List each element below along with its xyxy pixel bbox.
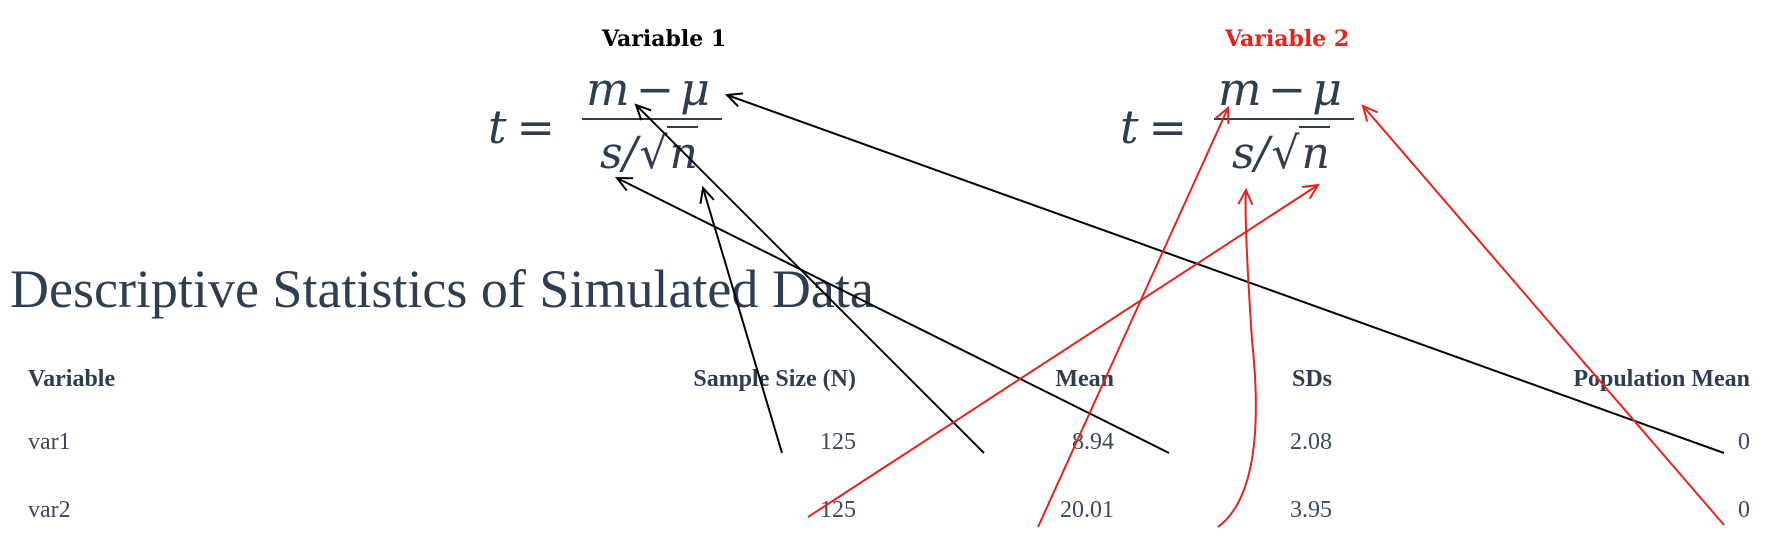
header-sds: SDs	[1291, 365, 1332, 392]
cell-population-mean: 0	[1738, 496, 1750, 523]
page-title: Descriptive Statistics of Simulated Data	[10, 259, 874, 319]
cell-variable: var1	[28, 428, 71, 455]
formula-numerator: m − μ	[1218, 62, 1342, 116]
cell-variable: var2	[28, 496, 71, 523]
variable-1-label: Variable 1	[602, 26, 727, 52]
cell-mean: 8.94	[1072, 428, 1114, 455]
fraction-bar	[1214, 118, 1354, 120]
table-header-row: Variable Sample Size (N) Mean SDs Popula…	[14, 350, 1764, 408]
header-mean: Mean	[1055, 365, 1114, 392]
fraction-bar	[582, 118, 722, 120]
arrowhead	[1237, 187, 1254, 206]
sample-mean-symbol: m	[1218, 62, 1262, 116]
sample-size-symbol: n	[667, 126, 698, 179]
sample-size-symbol: n	[1299, 126, 1330, 179]
minus-sign: −	[635, 62, 675, 116]
header-variable: Variable	[28, 365, 116, 392]
t-formula-variable-1: t = m − μ s/√n	[488, 62, 738, 192]
table-row: var1 125 8.94 2.08 0	[14, 408, 1764, 476]
descriptive-stats-table: Variable Sample Size (N) Mean SDs Popula…	[14, 350, 1764, 544]
equals-sign: =	[516, 100, 556, 154]
formula-lhs: t =	[488, 100, 556, 154]
formula-numerator: m − μ	[586, 62, 710, 116]
cell-population-mean: 0	[1738, 428, 1750, 455]
cell-mean: 20.01	[1060, 496, 1114, 523]
formula-denominator: s/√n	[600, 126, 698, 179]
population-mean-symbol: μ	[680, 62, 711, 116]
formula-lhs: t =	[1120, 100, 1188, 154]
header-population-mean: Population Mean	[1573, 365, 1750, 392]
sample-mean-symbol: m	[586, 62, 630, 116]
square-root-symbol: √	[1271, 128, 1300, 179]
minus-sign: −	[1267, 62, 1307, 116]
table-row: var2 125 20.01 3.95 0	[14, 476, 1764, 544]
square-root-symbol: √	[639, 128, 668, 179]
cell-sd: 2.08	[1290, 428, 1332, 455]
cell-sample-size: 125	[820, 496, 856, 523]
cell-sd: 3.95	[1290, 496, 1332, 523]
sd-symbol: s	[600, 128, 623, 179]
slash-symbol: /	[1254, 128, 1270, 179]
t-formula-variable-2: t = m − μ s/√n	[1120, 62, 1370, 192]
formula-denominator: s/√n	[1232, 126, 1330, 179]
equals-sign: =	[1148, 100, 1188, 154]
header-sample-size: Sample Size (N)	[693, 365, 856, 392]
slash-symbol: /	[622, 128, 638, 179]
cell-sample-size: 125	[820, 428, 856, 455]
variable-2-label: Variable 2	[1225, 26, 1350, 52]
sd-symbol: s	[1232, 128, 1255, 179]
population-mean-symbol: μ	[1312, 62, 1343, 116]
